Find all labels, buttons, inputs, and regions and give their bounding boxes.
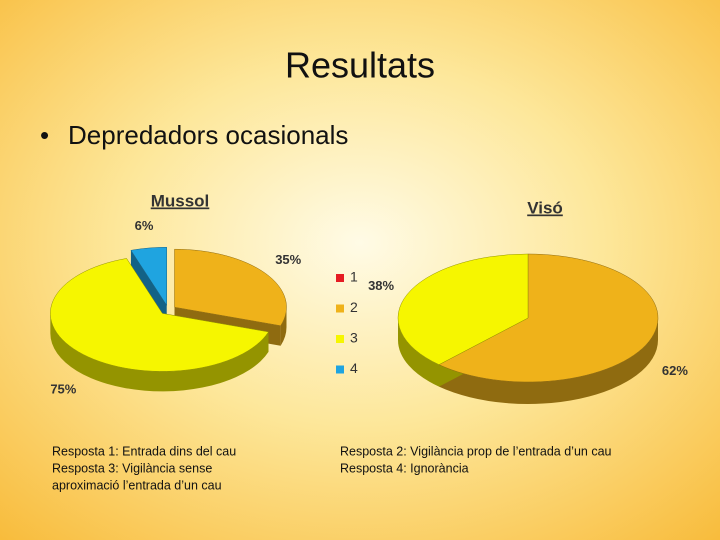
data-label: 38%: [368, 278, 394, 293]
note: Resposta 3: Vigilància sense: [52, 461, 212, 475]
note: Resposta 1: Entrada dins del cau: [52, 444, 236, 458]
pie-slice: [50, 258, 269, 372]
note: Resposta 2: Vigilància prop de l’entrada…: [340, 444, 612, 458]
note: Resposta 4: Ignorància: [340, 461, 469, 475]
pie-slice-side: [50, 313, 269, 392]
data-label: 62%: [662, 363, 688, 378]
data-label: 6%: [135, 218, 154, 233]
note: aproximació l’entrada d’un cau: [52, 478, 222, 492]
legend-label: 1: [350, 269, 358, 285]
legend-swatch: [336, 304, 344, 313]
chart-title: Mussol: [151, 191, 210, 210]
bullet-marker: •: [40, 120, 49, 150]
pie-slice: [438, 253, 659, 383]
legend-swatch: [336, 274, 344, 282]
slide-title: Resultats: [285, 45, 435, 86]
pie-slice-side: [398, 318, 440, 387]
legend-label: 3: [350, 330, 358, 346]
pie-slice: [174, 248, 287, 326]
data-label: 35%: [275, 252, 301, 267]
legend-swatch: [336, 335, 344, 343]
legend-swatch: [336, 365, 344, 374]
pie-slice: [130, 247, 167, 307]
data-label: 75%: [50, 381, 76, 396]
pie-slice-side: [439, 318, 658, 404]
pie-slice: [397, 253, 529, 365]
bullet-text: Depredadors ocasionals: [68, 120, 348, 150]
legend-label: 2: [350, 299, 358, 315]
chart-title: Visó: [527, 198, 563, 217]
legend-label: 4: [350, 360, 358, 376]
